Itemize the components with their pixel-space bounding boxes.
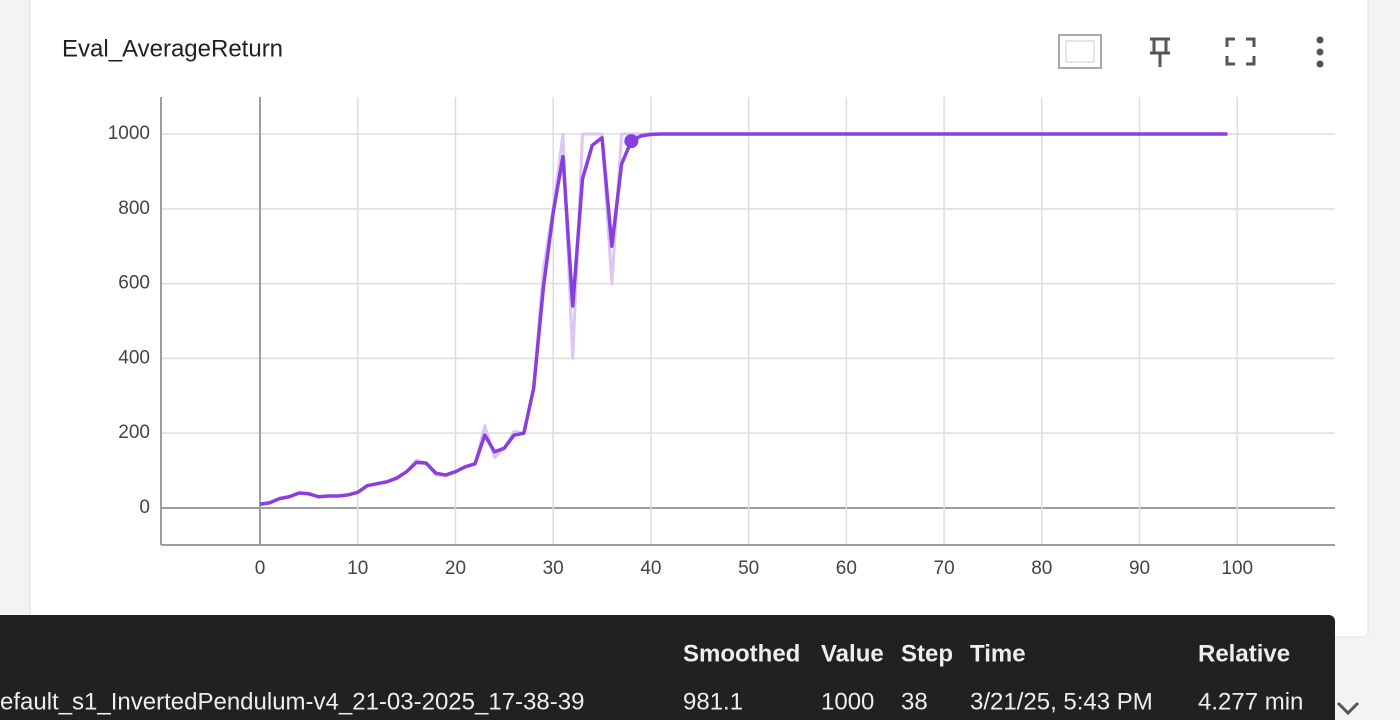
x-tick-label: 30 [543,558,564,579]
x-tick-label: 40 [640,558,661,579]
y-tick-label: 400 [118,347,150,368]
cell: 38 [901,688,928,715]
fit-domain-button[interactable] [1058,34,1102,69]
x-tick-label: 10 [347,558,368,579]
y-tick-label: 600 [118,273,150,294]
cell: 3/21/25, 5:43 PM [970,688,1153,715]
card-title: Eval_AverageReturn [62,35,283,62]
y-tick-label: 800 [118,198,150,219]
x-tick-label: 50 [738,558,759,579]
card [29,0,1369,638]
x-tick-label: 0 [255,558,266,579]
x-tick-label: 100 [1221,558,1253,579]
x-tick-label: 20 [445,558,466,579]
y-tick-label: 1000 [108,123,150,144]
cell: 981.1 [683,688,743,715]
x-tick-label: 80 [1031,558,1052,579]
column-header: Step [901,640,953,667]
series-line [259,132,1228,506]
cell: 1000 [821,688,874,715]
y-tick-label: 0 [139,497,150,518]
column-header: Relative [1198,640,1290,667]
fullscreen-button[interactable] [1225,37,1256,66]
x-tick-label: 70 [934,558,955,579]
highlight-point [624,134,639,149]
x-tick-label: 90 [1129,558,1150,579]
tooltip: Smoothed Value Step Time Relative efault… [0,615,1335,720]
expand-chevron[interactable] [1336,701,1360,716]
column-header: Time [970,640,1026,667]
y-tick-label: 200 [118,422,150,443]
more-button[interactable] [1316,36,1324,68]
cell: 4.277 min [1198,688,1303,715]
column-header: Value [821,640,884,667]
pin-button[interactable] [1150,37,1170,67]
run-name: efault_s1_InvertedPendulum-v4_21-03-2025… [0,688,584,715]
column-header: Smoothed [683,640,800,667]
x-tick-label: 60 [836,558,857,579]
plot: 0 200 400 600 800 1000 0 10 20 30 40 50 60 70 80 90 100 [108,97,1335,579]
